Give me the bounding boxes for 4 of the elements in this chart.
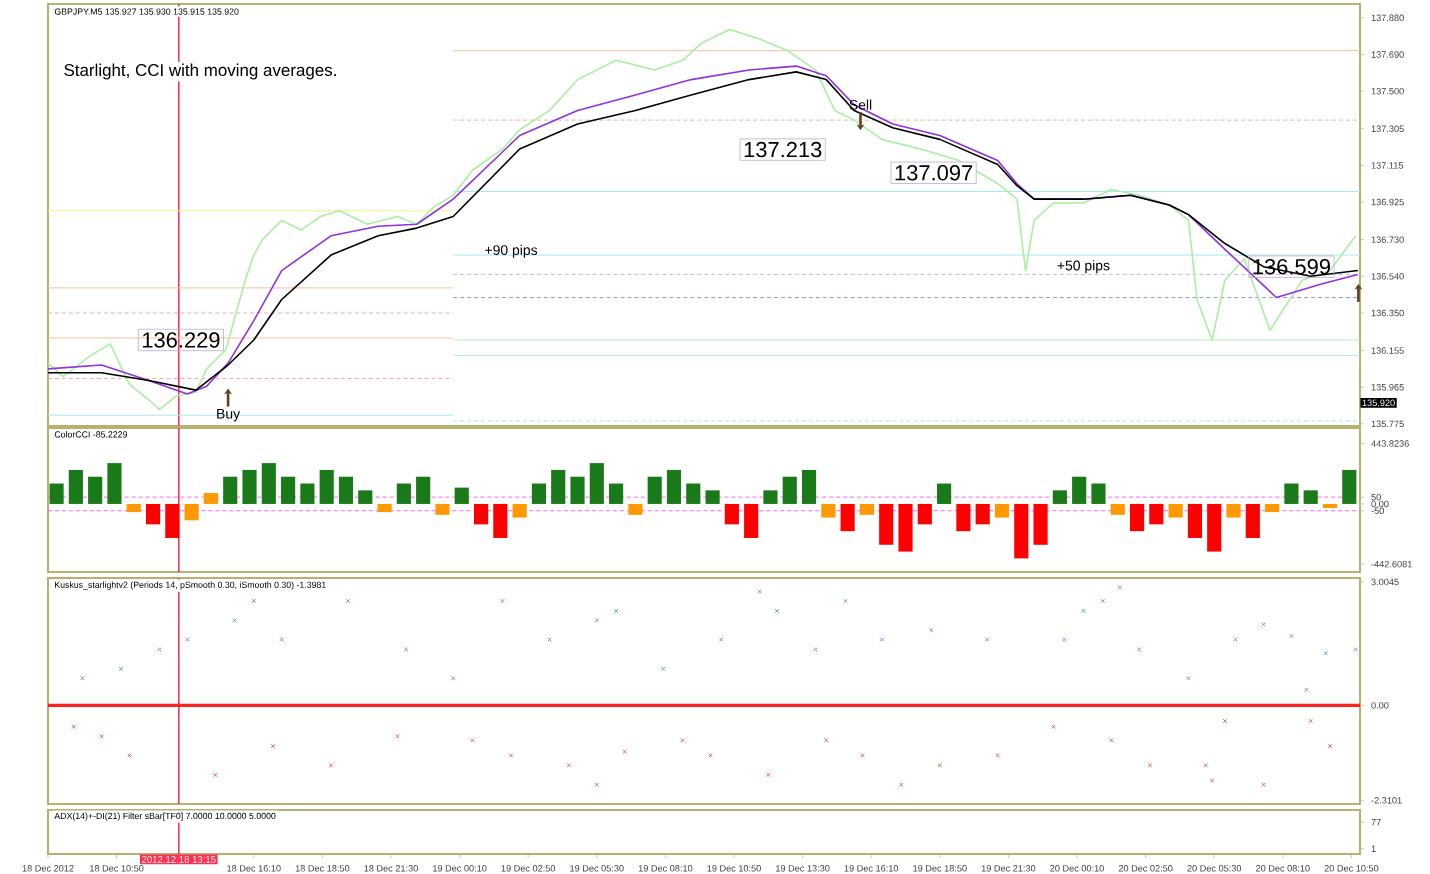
annotation: 136.229 xyxy=(142,332,220,348)
annotation: 137.097 xyxy=(895,165,973,181)
annotation: 137.213 xyxy=(744,141,822,158)
text: Starlight, CCI with moving averages. xyxy=(64,63,336,80)
